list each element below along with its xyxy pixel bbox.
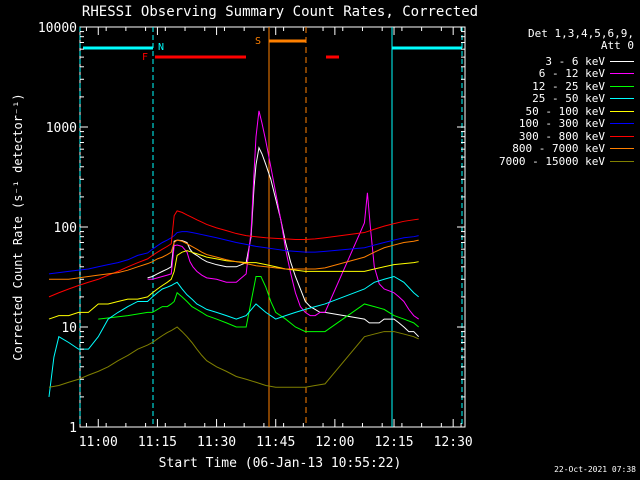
x-axis: 11:00 11:15 11:30 11:45 12:00 12:15 12:30	[79, 27, 473, 450]
series-line-5	[48, 231, 419, 275]
series-layer	[48, 110, 420, 397]
footer-timestamp: 22-Oct-2021 07:38	[554, 465, 636, 474]
x-tick-label: 12:30	[434, 435, 473, 450]
legend-label: 300 - 800 keV	[518, 129, 605, 143]
legend-rows: 3 - 6 keV 6 - 12 keV 12 - 25 keV 25 - 50 ke…	[486, 55, 634, 168]
legend-swatch	[610, 60, 634, 62]
y-tick-label: 10	[61, 321, 77, 336]
legend-attenuator: Att 0	[600, 39, 634, 52]
intervals: N F S	[79, 27, 463, 427]
legend-item: 300 - 800 keV	[486, 130, 634, 143]
series-line-4	[48, 250, 419, 320]
legend-swatch	[610, 160, 634, 162]
legend-label: 800 - 7000 keV	[512, 142, 605, 156]
legend-swatch	[610, 123, 634, 125]
series-line-2	[98, 275, 419, 333]
series-line-3	[48, 275, 419, 397]
legend-label: 100 - 300 keV	[518, 117, 605, 131]
legend-detector: Det 1,3,4,5,6,9,	[528, 27, 634, 40]
x-tick-label: 12:00	[315, 435, 354, 450]
legend-item: 12 - 25 keV	[486, 80, 634, 93]
y-tick-label: 100	[54, 221, 77, 236]
legend-label: 25 - 50 keV	[532, 92, 605, 106]
x-axis-label: Start Time (06-Jan-13 10:55:22)	[159, 456, 402, 471]
y-tick-label: 1	[69, 421, 77, 436]
legend-swatch	[610, 148, 634, 150]
legend: Det 1,3,4,5,6,9, Att 0 3 - 6 keV 6 - 12 k…	[486, 28, 634, 168]
legend-item: 3 - 6 keV	[486, 55, 634, 68]
legend-label: 3 - 6 keV	[545, 54, 605, 68]
chart-title: RHESSI Observing Summary Count Rates, Co…	[82, 4, 478, 20]
legend-swatch	[610, 85, 634, 87]
legend-swatch	[610, 135, 634, 137]
series-line-0	[147, 146, 420, 338]
legend-label: 50 - 100 keV	[525, 104, 605, 118]
x-tick-label: 11:30	[197, 435, 236, 450]
legend-swatch	[610, 73, 634, 75]
legend-label: 6 - 12 keV	[538, 67, 605, 81]
x-tick-label: 11:00	[79, 435, 118, 450]
x-tick-label: 12:15	[374, 435, 413, 450]
series-line-7	[48, 239, 419, 280]
y-axis-label: Corrected Count Rate (s⁻¹ detector⁻¹)	[11, 93, 25, 360]
x-tick-label: 11:45	[256, 435, 295, 450]
saa-marker-label: S	[255, 36, 261, 47]
legend-item: 25 - 50 keV	[486, 92, 634, 106]
legend-item: 6 - 12 keV	[486, 67, 634, 81]
legend-item: 100 - 300 keV	[486, 117, 634, 131]
legend-label: 12 - 25 keV	[532, 79, 605, 93]
series-line-8	[48, 326, 419, 388]
y-axis: 1 10 100 1000 10000	[38, 21, 465, 436]
night-marker-label: N	[158, 42, 164, 53]
x-tick-label: 11:15	[138, 435, 177, 450]
legend-label: 7000 - 15000 keV	[499, 154, 605, 168]
legend-item: 800 - 7000 keV	[486, 142, 634, 156]
legend-swatch	[610, 98, 634, 100]
flare-marker-label: F	[142, 52, 148, 63]
legend-item: 50 - 100 keV	[486, 105, 634, 118]
series-line-6	[48, 210, 419, 298]
legend-swatch	[610, 110, 634, 112]
legend-item: 7000 - 15000 keV	[486, 155, 634, 168]
y-tick-label: 10000	[38, 21, 77, 36]
y-tick-label: 1000	[46, 121, 77, 136]
